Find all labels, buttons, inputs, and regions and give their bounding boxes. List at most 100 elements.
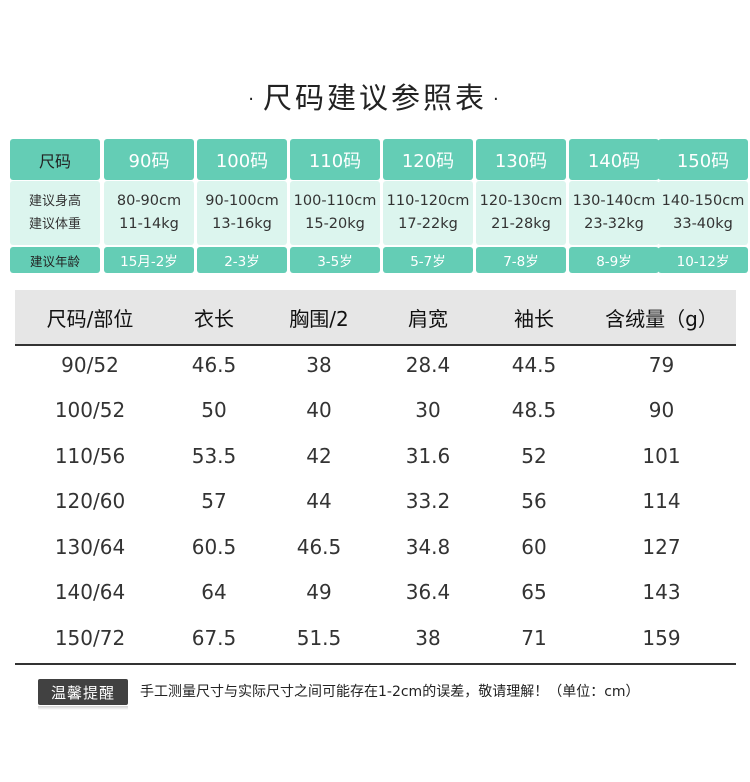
- column-header: 尺码/部位: [46, 306, 134, 331]
- table-cell: 143: [642, 580, 681, 605]
- table-cell: 150/72: [54, 625, 126, 650]
- column-header: 肩宽: [408, 306, 448, 331]
- age-value: 5-7岁: [383, 247, 473, 273]
- table-cell: 101: [642, 443, 681, 468]
- table-cell: 38: [306, 352, 332, 377]
- weight-value: 33-40kg: [673, 216, 733, 232]
- size-guide-body-label: 建议身高 建议体重: [10, 181, 100, 245]
- table-cell: 130/64: [54, 534, 126, 559]
- page-title: · 尺码建议参照表 ·: [0, 78, 750, 118]
- height-value: 110-120cm: [386, 193, 470, 209]
- table-cell: 50: [201, 398, 227, 423]
- height-value: 130-140cm: [572, 193, 656, 209]
- table-cell: 46.5: [191, 352, 237, 377]
- age-value: 15月-2岁: [104, 247, 194, 273]
- size-guide-size: 130码: [476, 139, 566, 180]
- height-value: 90-100cm: [205, 193, 279, 209]
- weight-label: 建议体重: [28, 217, 81, 232]
- table-cell: 44.5: [511, 352, 557, 377]
- table-cell: 114: [642, 489, 681, 514]
- table-cell: 28.4: [405, 352, 451, 377]
- reminder-badge: 温馨提醒: [38, 679, 128, 705]
- column-header: 胸围/2: [289, 306, 349, 331]
- size-guide-size: 120码: [383, 139, 473, 180]
- age-value: 8-9岁: [569, 247, 659, 273]
- table-row: 120/60 57 44 33.2 56 114: [15, 479, 736, 525]
- table-cell: 40: [306, 398, 332, 423]
- table-cell: 33.2: [405, 489, 451, 514]
- table-cell: 31.6: [405, 443, 451, 468]
- weight-value: 21-28kg: [491, 216, 551, 232]
- size-guide-size: 90码: [104, 139, 194, 180]
- table-cell: 100/52: [54, 398, 126, 423]
- table-cell: 30: [415, 398, 441, 423]
- height-value: 140-150cm: [661, 193, 745, 209]
- weight-value: 13-16kg: [212, 216, 272, 232]
- column-header: 衣长: [194, 306, 234, 331]
- table-cell: 159: [642, 625, 681, 650]
- reminder-text: 手工测量尺寸与实际尺寸之间可能存在1-2cm的误差，敬请理解！（单位：cm）: [140, 684, 640, 700]
- size-guide-size: 110码: [290, 139, 380, 180]
- size-guide-size: 100码: [197, 139, 287, 180]
- table-row: 110/56 53.5 42 31.6 52 101: [15, 433, 736, 479]
- table-row: 100/52 50 40 30 48.5 90: [15, 388, 736, 434]
- table-cell: 140/64: [54, 580, 126, 605]
- table-row: 150/72 67.5 51.5 38 71 159: [15, 615, 736, 661]
- table-cell: 48.5: [511, 398, 557, 423]
- table-cell: 64: [201, 580, 227, 605]
- size-guide-body-cell: 140-150cm 33-40kg: [658, 181, 748, 245]
- size-guide-header-label: 尺码: [10, 139, 100, 180]
- table-cell: 120/60: [54, 489, 126, 514]
- table-row: 90/52 46.5 38 28.4 44.5 79: [15, 342, 736, 388]
- height-value: 100-110cm: [293, 193, 377, 209]
- size-guide-body-cell: 100-110cm 15-20kg: [290, 181, 380, 245]
- table-cell: 38: [415, 625, 441, 650]
- table-cell: 60.5: [191, 534, 237, 559]
- column-header: 袖长: [514, 306, 554, 331]
- size-guide-body-cell: 110-120cm 17-22kg: [383, 181, 473, 245]
- title-text: 尺码建议参照表: [262, 81, 487, 115]
- table-cell: 36.4: [405, 580, 451, 605]
- table-cell: 127: [642, 534, 681, 559]
- column-header: 含绒量（g）: [605, 306, 718, 331]
- age-value: 2-3岁: [197, 247, 287, 273]
- size-guide-size: 150码: [658, 139, 748, 180]
- table-cell: 67.5: [191, 625, 237, 650]
- table-cell: 52: [521, 443, 547, 468]
- table-cell: 49: [306, 580, 332, 605]
- size-guide-size: 140码: [569, 139, 659, 180]
- table-row: 130/64 60.5 46.5 34.8 60 127: [15, 524, 736, 570]
- measurement-body: 90/52 46.5 38 28.4 44.5 79 100/52 50 40 …: [15, 342, 736, 665]
- weight-value: 11-14kg: [119, 216, 179, 232]
- table-cell: 51.5: [296, 625, 342, 650]
- height-value: 80-90cm: [116, 193, 182, 209]
- table-cell: 71: [521, 625, 547, 650]
- size-guide-body-row: 建议身高 建议体重 80-90cm 11-14kg 90-100cm 13-16…: [10, 181, 748, 245]
- size-guide-age-row: 建议年龄 15月-2岁 2-3岁 3-5岁 5-7岁 7-8岁 8-9岁 10-…: [10, 247, 748, 273]
- size-guide-body-cell: 90-100cm 13-16kg: [197, 181, 287, 245]
- table-cell: 110/56: [54, 443, 126, 468]
- size-guide-header-row: 尺码 90码 100码 110码 120码 130码 140码 150码: [10, 139, 748, 180]
- table-cell: 44: [306, 489, 332, 514]
- table-cell: 42: [306, 443, 332, 468]
- height-label: 建议身高: [28, 194, 81, 209]
- table-cell: 34.8: [405, 534, 451, 559]
- measurement-header-row: 尺码/部位 衣长 胸围/2 肩宽 袖长 含绒量（g）: [15, 290, 736, 346]
- table-cell: 90: [648, 398, 675, 423]
- title-dot-right: ·: [493, 89, 502, 110]
- weight-value: 15-20kg: [305, 216, 365, 232]
- title-dot-left: ·: [248, 89, 257, 110]
- age-value: 7-8岁: [476, 247, 566, 273]
- table-cell: 79: [648, 352, 675, 377]
- size-guide-body-cell: 130-140cm 23-32kg: [569, 181, 659, 245]
- table-cell: 46.5: [296, 534, 342, 559]
- table-cell: 90/52: [61, 352, 119, 377]
- table-cell: 60: [521, 534, 547, 559]
- weight-value: 23-32kg: [584, 216, 644, 232]
- size-guide-body-cell: 120-130cm 21-28kg: [476, 181, 566, 245]
- table-cell: 56: [521, 489, 547, 514]
- weight-value: 17-22kg: [398, 216, 458, 232]
- table-cell: 57: [201, 489, 227, 514]
- age-value: 10-12岁: [658, 247, 748, 273]
- age-value: 3-5岁: [290, 247, 380, 273]
